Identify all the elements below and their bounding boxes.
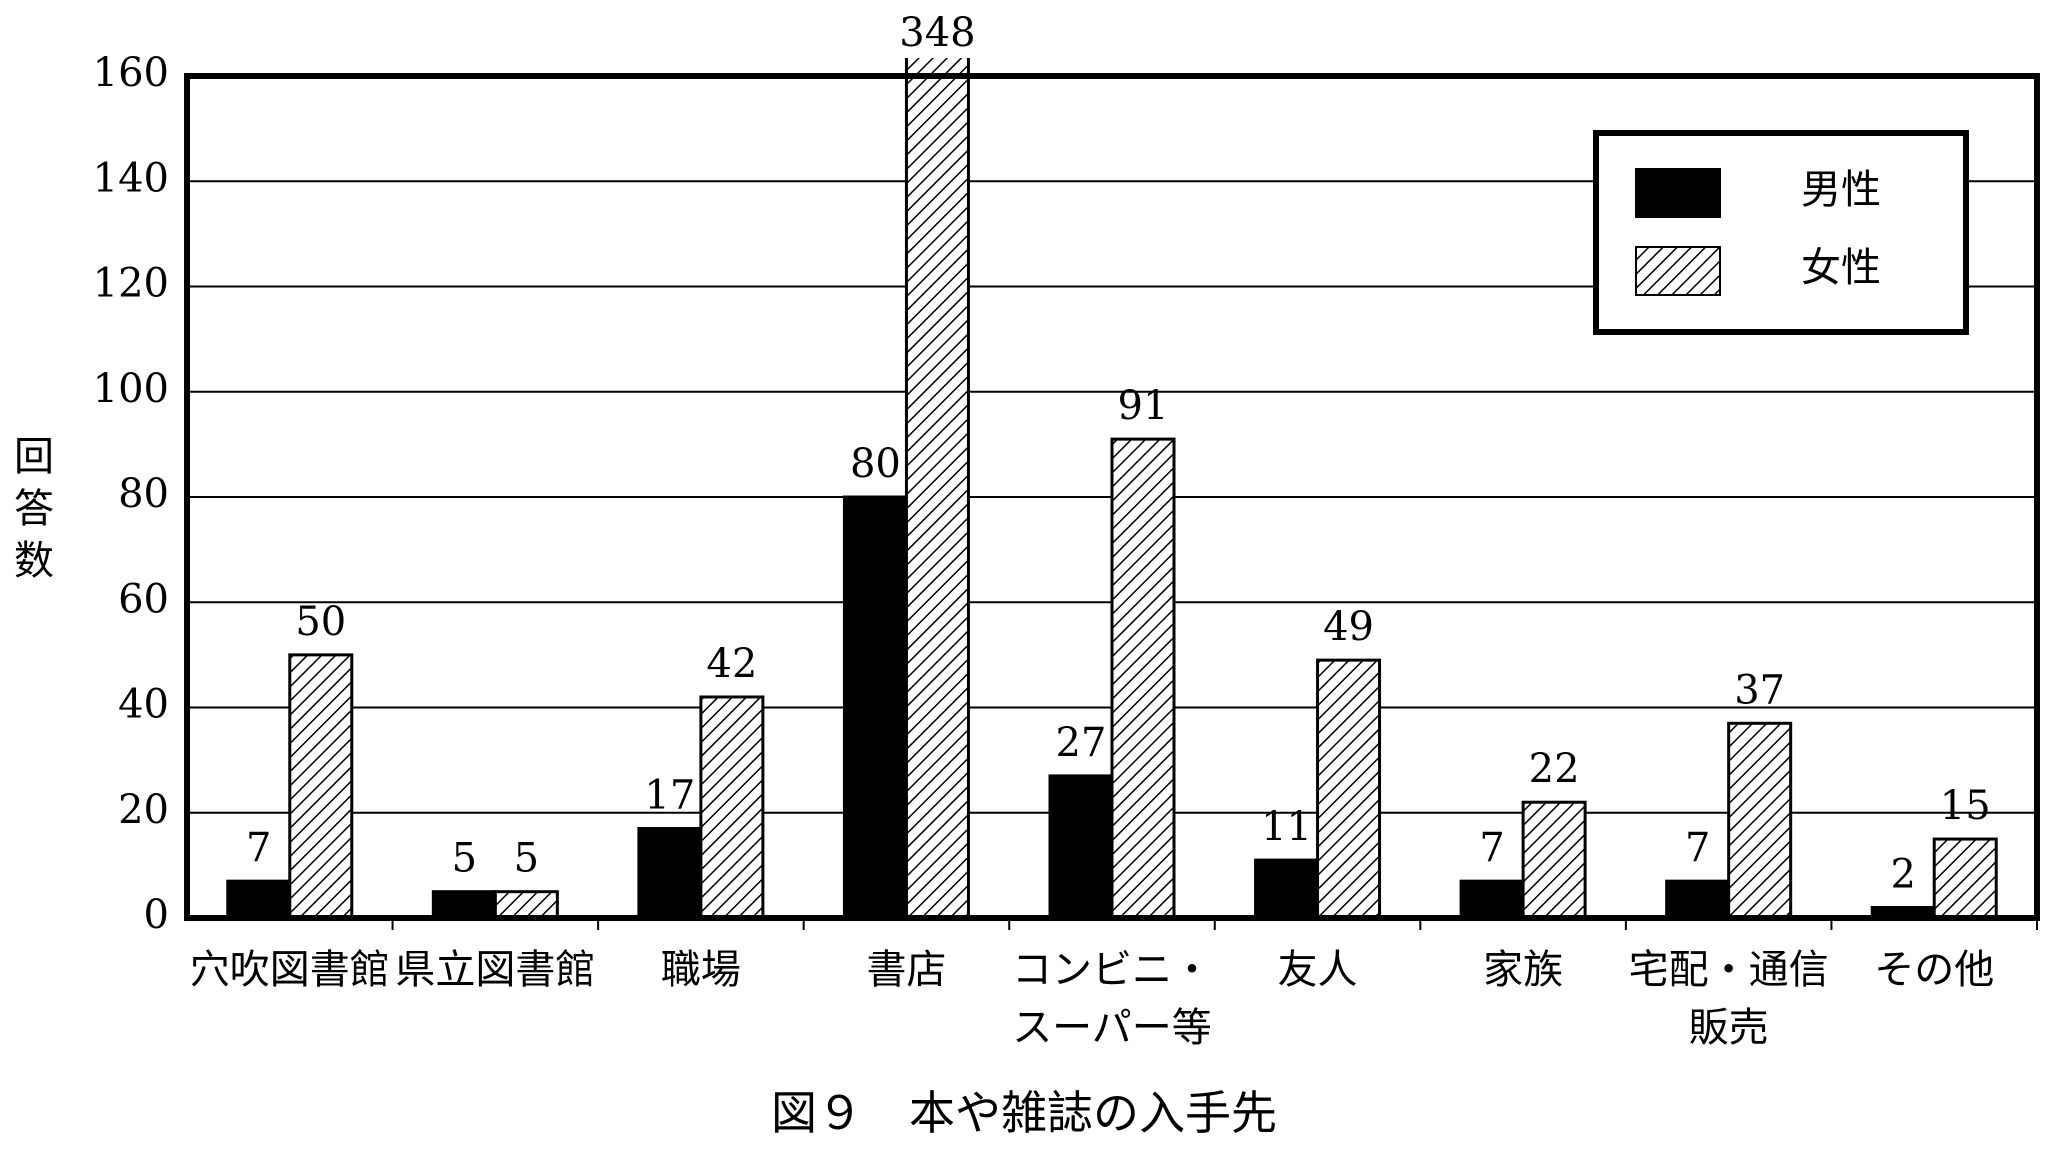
bar bbox=[1110, 437, 1176, 920]
bar bbox=[904, 58, 970, 920]
data-label: 37 bbox=[1734, 667, 1785, 713]
bar bbox=[1254, 858, 1320, 920]
legend-swatch bbox=[1635, 168, 1721, 218]
y-tick-label: 0 bbox=[144, 892, 169, 938]
x-tick-label: 家族 bbox=[1483, 947, 1563, 993]
bars bbox=[226, 58, 1998, 920]
legend-swatch bbox=[1635, 246, 1721, 296]
bar bbox=[1316, 658, 1382, 920]
bar bbox=[288, 653, 354, 920]
y-tick-label: 140 bbox=[93, 155, 169, 201]
bar bbox=[1459, 879, 1525, 920]
data-label: 348 bbox=[899, 10, 975, 56]
legend-box bbox=[1593, 130, 1969, 335]
data-label: 49 bbox=[1323, 604, 1374, 650]
x-tick-label: コンビニ・スーパー等 bbox=[1012, 947, 1212, 1051]
y-tick-label: 80 bbox=[118, 471, 169, 517]
x-tick-label: 県立図書館 bbox=[395, 947, 595, 993]
plot-frame bbox=[184, 73, 2040, 921]
legend-label: 女性 bbox=[1801, 245, 1881, 291]
data-label: 15 bbox=[1940, 783, 1991, 829]
y-tick-label: 20 bbox=[118, 787, 169, 833]
chart-title: 図９ 本や雑誌の入手先 bbox=[771, 1086, 1277, 1140]
bar bbox=[1932, 837, 1998, 920]
x-tick-label: 穴吹図書館 bbox=[190, 947, 390, 993]
bar bbox=[699, 695, 765, 920]
x-tick-label: 職場 bbox=[661, 947, 741, 993]
bar bbox=[226, 879, 292, 920]
y-tick-label: 160 bbox=[93, 50, 169, 96]
data-label: 5 bbox=[514, 836, 539, 882]
bar bbox=[842, 495, 908, 920]
data-label: 91 bbox=[1118, 383, 1169, 429]
bar bbox=[637, 827, 703, 920]
data-label: 11 bbox=[1261, 804, 1312, 850]
y-tick-label: 100 bbox=[93, 366, 169, 412]
x-tick-label: その他 bbox=[1874, 947, 1994, 993]
bar bbox=[1521, 800, 1587, 920]
bar bbox=[493, 890, 559, 920]
data-label: 50 bbox=[295, 599, 346, 645]
data-label: 17 bbox=[644, 773, 695, 819]
data-label: 2 bbox=[1890, 851, 1915, 897]
bar bbox=[431, 890, 497, 920]
data-label: 7 bbox=[1479, 825, 1504, 871]
x-tick-label: 友人 bbox=[1278, 947, 1358, 993]
data-label: 5 bbox=[452, 836, 477, 882]
data-label: 7 bbox=[246, 825, 271, 871]
data-label: 22 bbox=[1529, 746, 1580, 792]
y-tick-label: 60 bbox=[118, 576, 169, 622]
data-label: 80 bbox=[850, 441, 901, 487]
x-tick-label: 書店 bbox=[866, 947, 946, 993]
x-tick-label: 宅配・通信販売 bbox=[1629, 947, 1829, 1051]
y-tick-label: 40 bbox=[118, 682, 169, 728]
y-axis-label: 回答数 bbox=[14, 434, 54, 584]
legend-label: 男性 bbox=[1801, 167, 1881, 213]
bar bbox=[1665, 879, 1731, 920]
data-label: 27 bbox=[1056, 720, 1107, 766]
bar bbox=[1727, 721, 1793, 920]
y-tick-label: 120 bbox=[93, 261, 169, 307]
data-label: 7 bbox=[1685, 825, 1710, 871]
bar bbox=[1048, 774, 1114, 920]
data-label: 42 bbox=[706, 641, 757, 687]
